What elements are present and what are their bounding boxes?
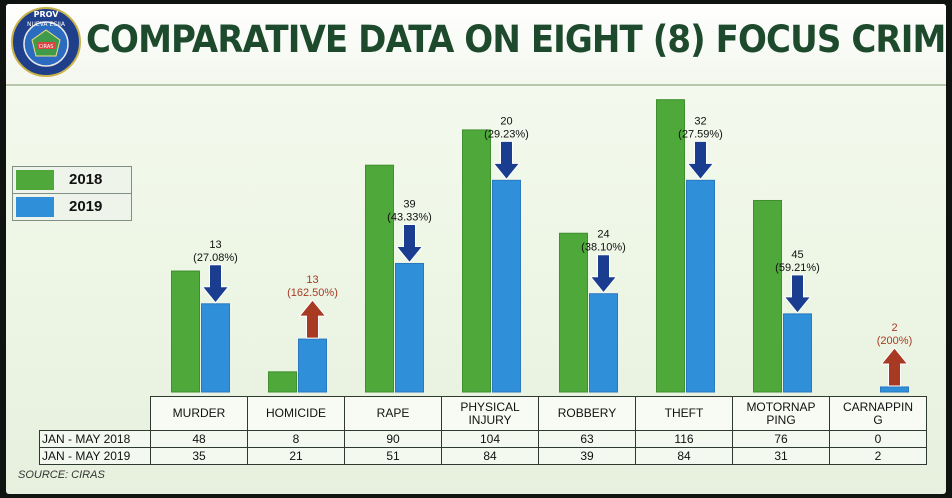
chart-legend: 2018 2019 — [12, 166, 132, 221]
row-label: JAN - MAY 2018 — [39, 430, 151, 448]
annotation-pct-theft: (27.59%) — [678, 128, 723, 140]
slide: PROV NUEVA ECIJA CIRAS COMPARATIVE DATA … — [6, 4, 946, 494]
table-cell: 104 — [441, 430, 539, 448]
bar-2019-physical-injury — [492, 179, 521, 393]
table-corner — [40, 397, 151, 431]
arrow-down-physical-injury — [492, 140, 521, 181]
annotation-diff-homicide: 13 — [306, 274, 318, 286]
table-col-header: MOTORNAP PING — [732, 396, 830, 431]
police-seal-logo: PROV NUEVA ECIJA CIRAS — [11, 7, 81, 77]
bar-2018-murder — [171, 270, 200, 393]
annotation-diff-rape: 39 — [403, 198, 415, 210]
col-header-line: CARNAPPIN — [842, 399, 913, 414]
table-cell: 84 — [441, 447, 539, 465]
bar-2018-homicide — [268, 371, 297, 393]
legend-swatch-2019 — [16, 197, 54, 217]
annotation-pct-homicide: (162.50%) — [287, 287, 338, 299]
annotation-pct-carnapping: (200%) — [877, 335, 912, 347]
col-header-line: G — [873, 412, 883, 427]
source-note: SOURCE: CIRAS — [18, 469, 105, 481]
annotation-diff-carnapping: 2 — [891, 322, 897, 334]
arrow-up-carnapping — [880, 347, 909, 387]
data-table: MURDER HOMICIDE RAPE PHYSICAL INJURY ROBBERY T… — [39, 396, 927, 465]
slide-title: COMPARATIVE DATA ON EIGHT (8) FOCUS CRIM… — [86, 18, 946, 61]
table-col-header: THEFT — [635, 396, 733, 431]
arrow-down-rape — [395, 223, 424, 264]
legend-label-2018: 2018 — [69, 171, 103, 188]
bar-2019-motornapping — [783, 313, 812, 393]
legend-item-2019: 2019 — [12, 194, 132, 221]
table-cell: 48 — [150, 430, 248, 448]
table-header-row: MURDER HOMICIDE RAPE PHYSICAL INJURY ROBBERY T… — [40, 396, 927, 431]
col-header-line: PING — [766, 412, 796, 427]
table-cell: 35 — [150, 447, 248, 465]
col-header-line: INJURY — [468, 412, 512, 427]
bar-chart: 13(27.08%)13(162.50%)39(43.33%)20(29.23%… — [171, 99, 912, 393]
bar-2019-rape — [395, 262, 424, 393]
title-bar: PROV NUEVA ECIJA CIRAS COMPARATIVE DATA … — [6, 4, 946, 86]
annotation-diff-theft: 32 — [694, 115, 706, 127]
row-label: JAN - MAY 2019 — [39, 447, 151, 465]
table-cell: 31 — [732, 447, 830, 465]
annotation-pct-motornapping: (59.21%) — [775, 262, 820, 274]
annotation-diff-motornapping: 45 — [791, 249, 803, 261]
annotation-diff-physical-injury: 20 — [500, 115, 512, 127]
annotation-diff-murder: 13 — [209, 239, 221, 251]
bar-2019-carnapping — [880, 386, 909, 393]
bar-2018-physical-injury — [462, 129, 491, 393]
bar-2018-robbery — [559, 232, 588, 393]
col-header-line: THEFT — [664, 406, 704, 420]
annotation-pct-physical-injury: (29.23%) — [484, 128, 529, 140]
legend-swatch-2018 — [16, 170, 54, 190]
col-header-line: MURDER — [172, 406, 226, 420]
arrow-down-robbery — [589, 254, 618, 294]
logo-center-text: CIRAS — [39, 44, 54, 50]
col-header-line: PHYSICAL — [460, 399, 520, 414]
table-col-header: HOMICIDE — [247, 396, 345, 431]
table-col-header: MURDER — [150, 396, 248, 431]
table-col-header: CARNAPPIN G — [829, 396, 927, 431]
table-cell: 63 — [538, 430, 636, 448]
table-cell: 39 — [538, 447, 636, 465]
table-cell: 21 — [247, 447, 345, 465]
legend-item-2018: 2018 — [12, 166, 132, 194]
table-cell: 2 — [829, 447, 927, 465]
table-row: JAN - MAY 2019 35 21 51 84 39 84 31 2 — [39, 447, 927, 465]
bar-2018-rape — [365, 164, 394, 393]
bar-2019-robbery — [589, 293, 618, 393]
table-col-header: ROBBERY — [538, 396, 636, 431]
annotation-diff-robbery: 24 — [597, 229, 609, 241]
table-cell: 116 — [635, 430, 733, 448]
table-col-header: RAPE — [344, 396, 442, 431]
annotation-pct-murder: (27.08%) — [193, 252, 238, 264]
table-cell: 76 — [732, 430, 830, 448]
arrow-down-motornapping — [783, 274, 812, 314]
table-row: JAN - MAY 2018 48 8 90 104 63 116 76 0 — [39, 430, 927, 448]
annotation-pct-robbery: (38.10%) — [581, 242, 626, 254]
table-cell: 90 — [344, 430, 442, 448]
logo-top-text: PROV — [34, 10, 60, 19]
table-cell: 51 — [344, 447, 442, 465]
bar-2019-murder — [201, 303, 230, 393]
annotation-pct-rape: (43.33%) — [387, 211, 432, 223]
arrow-down-murder — [201, 264, 230, 304]
arrow-down-theft — [686, 140, 715, 181]
col-header-line: ROBBERY — [557, 406, 617, 420]
table-col-header: PHYSICAL INJURY — [441, 396, 539, 431]
logo-ring-text: NUEVA ECIJA — [27, 21, 66, 28]
arrow-up-homicide — [298, 299, 327, 339]
col-header-line: HOMICIDE — [266, 406, 326, 420]
legend-label-2019: 2019 — [69, 198, 103, 215]
table-cell: 0 — [829, 430, 927, 448]
bar-2018-motornapping — [753, 199, 782, 393]
bar-2018-theft — [656, 99, 685, 393]
bar-2019-theft — [686, 179, 715, 393]
table-cell: 8 — [247, 430, 345, 448]
col-header-line: RAPE — [376, 406, 410, 420]
bar-2019-homicide — [298, 338, 327, 393]
table-cell: 84 — [635, 447, 733, 465]
col-header-line: MOTORNAP — [746, 399, 816, 414]
